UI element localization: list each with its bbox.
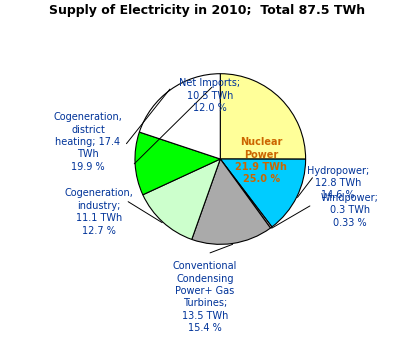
Text: Cogeneration,
industry;
11.1 TWh
12.7 %: Cogeneration, industry; 11.1 TWh 12.7 % [65,188,134,236]
Wedge shape [220,74,305,159]
Text: Nuclear
Power
21.9 TWh
25.0 %: Nuclear Power 21.9 TWh 25.0 % [235,137,287,184]
Text: Cogeneration,
district
heating; 17.4
TWh
19.9 %: Cogeneration, district heating; 17.4 TWh… [54,112,122,172]
Text: Windpower;
0.3 TWh
0.33 %: Windpower; 0.3 TWh 0.33 % [321,193,379,228]
Title: Supply of Electricity in 2010;  Total 87.5 TWh: Supply of Electricity in 2010; Total 87.… [49,4,366,17]
Text: Conventional
Condensing
Power+ Gas
Turbines;
13.5 TWh
15.4 %: Conventional Condensing Power+ Gas Turbi… [173,261,237,333]
Wedge shape [139,74,220,159]
Text: Hydropower;
12.8 TWh
14.6 %: Hydropower; 12.8 TWh 14.6 % [307,165,369,200]
Wedge shape [220,159,305,227]
Wedge shape [220,159,272,228]
Wedge shape [143,159,220,239]
Wedge shape [192,159,271,244]
Wedge shape [135,132,220,195]
Text: Net Imports;
10.5 TWh
12.0 %: Net Imports; 10.5 TWh 12.0 % [180,78,241,113]
